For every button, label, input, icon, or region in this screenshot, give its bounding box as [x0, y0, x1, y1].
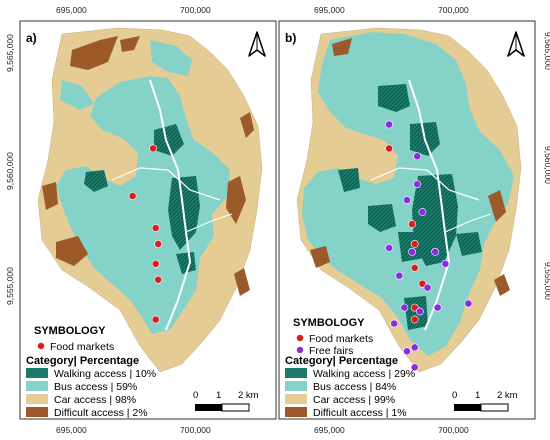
food-market-point	[149, 144, 157, 153]
legend-difficult: Difficult access | 2%	[54, 407, 148, 419]
food-market-point	[151, 315, 160, 324]
legend-walking: Walking access | 29%	[313, 368, 415, 380]
points-layer-a	[128, 144, 163, 324]
points-layer-b	[385, 120, 473, 372]
food-market-point	[385, 144, 393, 153]
north-arrow-icon	[507, 31, 525, 57]
food-market-legend-marker	[296, 334, 304, 342]
food-market-point	[410, 263, 419, 272]
free-fair-point	[413, 180, 422, 189]
scale-label-1: 1	[216, 390, 221, 401]
symbology-title: SYMBOLOGY	[293, 317, 365, 329]
legend-car: Car access | 99%	[313, 394, 395, 406]
main-road	[149, 79, 192, 331]
free-fair-point	[423, 283, 432, 292]
food-market-point	[154, 239, 163, 248]
legend-walking: Walking access | 10%	[54, 368, 156, 380]
x-tick-bottom-b-1: 695,000	[314, 425, 345, 435]
north-arrow-icon	[248, 31, 266, 57]
food-market-point	[410, 315, 419, 324]
food-market-legend-marker	[37, 342, 45, 350]
scale-bar: 0 1 2 km	[452, 390, 518, 412]
free-fair-point	[441, 259, 450, 268]
y-tick-b-3: 9,555,000	[543, 262, 550, 300]
y-tick-a-3: 9,555,000	[5, 267, 15, 305]
swatch-difficult	[285, 407, 307, 417]
food-market-point	[151, 259, 160, 268]
legend-car: Car access | 98%	[54, 394, 136, 406]
x-tick-top-a-1: 695,000	[56, 5, 87, 15]
free-fair-point	[408, 247, 416, 256]
walking-area	[378, 84, 410, 112]
map-panel-a: a) SYMBOLOGY Food markets Category| Perc…	[19, 20, 277, 420]
main-road	[408, 79, 451, 331]
x-tick-bottom-a-1: 695,000	[56, 425, 87, 435]
x-tick-top-b-1: 695,000	[314, 5, 345, 15]
scale-label-1: 1	[475, 390, 480, 401]
swatch-walking	[26, 368, 48, 378]
y-tick-b-2: 9,560,000	[543, 146, 550, 184]
swatch-bus	[285, 381, 307, 391]
food-market-point	[154, 275, 163, 284]
free-fair-point	[410, 343, 419, 352]
swatch-car	[26, 394, 48, 404]
category-title: Category| Percentage	[285, 355, 398, 367]
legend-food-markets: Food markets	[50, 341, 114, 353]
free-fair-point	[403, 347, 411, 356]
y-tick-b-1: 9,565,000	[543, 32, 550, 70]
free-fair-point	[390, 319, 399, 328]
panel-a-label: a)	[26, 31, 37, 45]
difficult-area	[332, 38, 352, 56]
y-tick-a-2: 9,560,000	[5, 152, 15, 190]
swatch-bus	[26, 381, 48, 391]
free-fair-point	[410, 363, 419, 372]
x-tick-top-b-2: 700,000	[438, 5, 469, 15]
map-panel-b: b) SYMBOLOGY Food markets Free fairs Cat…	[278, 20, 536, 420]
food-market-point	[128, 192, 137, 200]
legend-difficult: Difficult access | 1%	[313, 407, 407, 419]
scale-bar: 0 1 2 km	[193, 390, 259, 412]
free-fair-legend-marker	[296, 346, 304, 354]
district-bus-access	[302, 32, 514, 356]
swatch-walking	[285, 368, 307, 378]
y-tick-a-1: 9,565,000	[5, 34, 15, 72]
free-fair-point	[400, 303, 409, 312]
food-market-point	[408, 220, 416, 228]
swatch-car	[285, 394, 307, 404]
panel-b-label: b)	[285, 31, 296, 45]
food-market-point	[418, 279, 427, 288]
category-title: Category| Percentage	[26, 355, 139, 367]
x-tick-bottom-a-2: 700,000	[180, 425, 211, 435]
scale-label-0: 0	[452, 390, 457, 401]
x-tick-top-a-2: 700,000	[180, 5, 211, 15]
free-fair-point	[385, 243, 393, 252]
free-fair-point	[418, 208, 427, 216]
x-tick-bottom-b-2: 700,000	[438, 425, 469, 435]
scale-label-0: 0	[193, 390, 198, 401]
difficult-area	[70, 36, 118, 70]
free-fair-point	[395, 271, 404, 280]
free-fair-point	[403, 196, 411, 204]
free-fair-point	[415, 307, 424, 316]
free-fair-point	[431, 247, 440, 256]
legend-bus: Bus access | 84%	[313, 381, 396, 393]
walking-area	[154, 124, 184, 156]
legend-food-markets: Food markets	[309, 333, 373, 345]
free-fair-point	[413, 152, 422, 161]
scale-label-2: 2 km	[238, 390, 259, 401]
symbology-title: SYMBOLOGY	[34, 325, 106, 337]
free-fair-point	[385, 120, 393, 129]
legend-bus: Bus access | 59%	[54, 381, 137, 393]
free-fair-point	[464, 299, 473, 308]
food-market-point	[410, 239, 419, 248]
legend-free-fairs: Free fairs	[309, 345, 353, 357]
food-market-point	[151, 224, 160, 232]
free-fair-point	[433, 303, 442, 312]
food-market-point	[410, 303, 419, 312]
scale-label-2: 2 km	[497, 390, 518, 401]
swatch-difficult	[26, 407, 48, 417]
